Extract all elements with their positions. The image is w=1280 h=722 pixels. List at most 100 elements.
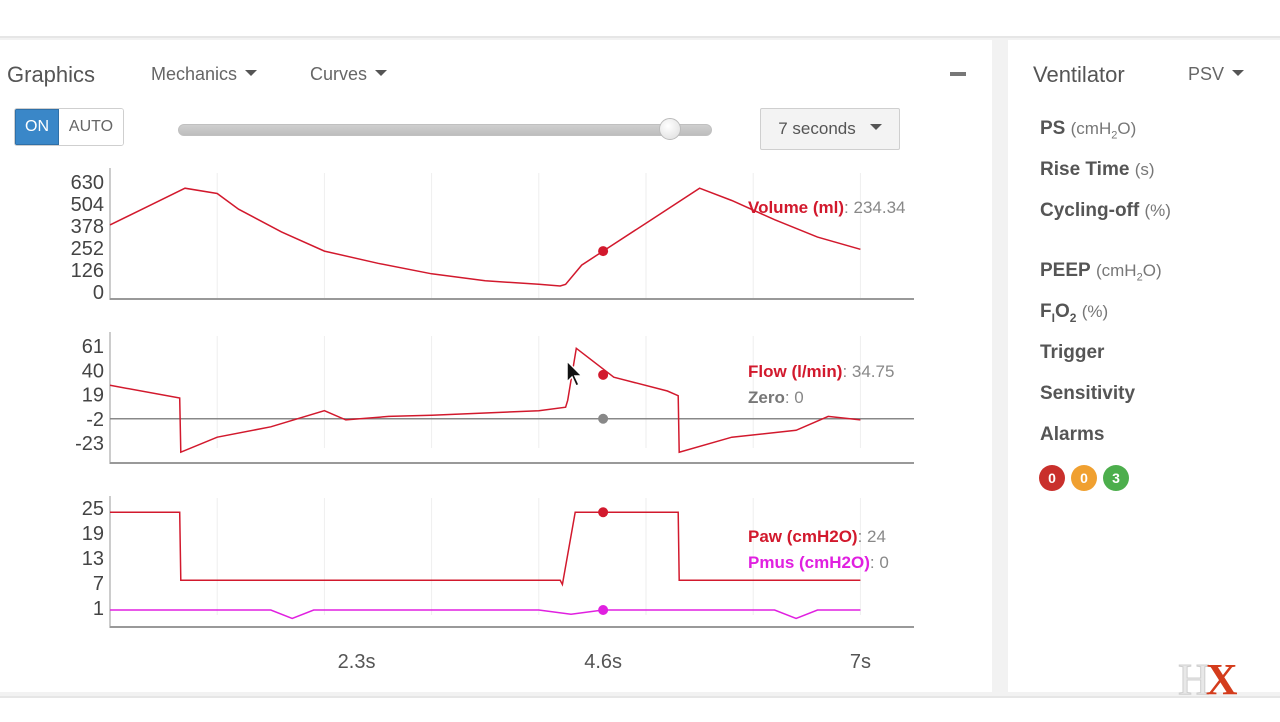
volume-cursor-point bbox=[598, 246, 609, 257]
pressure-chart: 25 19 13 7 1 Paw (cmH2O): 24 Pmus (cmH2O): 0 bbox=[82, 496, 914, 628]
slider-handle[interactable] bbox=[659, 118, 682, 140]
fio2-label: FIO2 bbox=[1040, 301, 1077, 325]
mechanics-dropdown[interactable]: Mechanics bbox=[151, 64, 258, 85]
y-tick-label: 252 bbox=[71, 238, 104, 260]
minimize-icon[interactable] bbox=[950, 72, 966, 76]
volume-readout: Volume (ml): 234.34 bbox=[748, 198, 905, 217]
cycling-off-label: Cycling-off bbox=[1040, 200, 1140, 221]
y-tick-label: 1 bbox=[93, 598, 104, 620]
y-tick-label: 25 bbox=[82, 498, 104, 520]
zero-label: Zero bbox=[748, 388, 785, 407]
cycling-off-setting[interactable]: Cycling-off (%) bbox=[1040, 200, 1171, 222]
pressure-tick-labels: 25 19 13 7 1 bbox=[82, 498, 104, 620]
flow-colon: : bbox=[842, 362, 851, 381]
y-tick-label: -2 bbox=[86, 409, 104, 431]
mode-label: PSV bbox=[1188, 64, 1225, 84]
paw-cursor-point bbox=[598, 507, 609, 518]
seconds-select-value: 7 seconds bbox=[778, 119, 856, 138]
ps-unit: (cmH2O) bbox=[1070, 119, 1137, 142]
paw-series-line bbox=[110, 511, 861, 587]
y-tick-label: 40 bbox=[82, 360, 104, 382]
peep-unit: (cmH2O) bbox=[1095, 261, 1162, 284]
x-tick-label: 7s bbox=[850, 651, 871, 673]
bottom-strip bbox=[0, 696, 1280, 722]
ps-setting[interactable]: PS (cmH2O) bbox=[1040, 118, 1136, 141]
y-tick-label: 61 bbox=[82, 336, 104, 358]
sensitivity-setting[interactable]: Sensitivity bbox=[1040, 383, 1135, 405]
paw-colon: : bbox=[858, 527, 867, 546]
volume-label: Volume (ml) bbox=[748, 198, 844, 217]
rise-time-setting[interactable]: Rise Time (s) bbox=[1040, 159, 1155, 181]
flow-label: Flow (l/min) bbox=[748, 362, 842, 381]
fio2-setting[interactable]: FIO2 (%) bbox=[1040, 301, 1108, 325]
alarm-badge-medium[interactable]: 0 bbox=[1071, 465, 1097, 491]
paw-value: 24 bbox=[867, 527, 886, 546]
top-strip bbox=[0, 0, 1280, 38]
paw-label: Paw (cmH2O) bbox=[748, 527, 858, 546]
time-window-slider[interactable] bbox=[178, 124, 712, 136]
flow-series-line bbox=[109, 346, 861, 454]
pmus-cursor-point bbox=[598, 605, 609, 615]
toggle-on-button[interactable]: ON bbox=[15, 109, 59, 145]
chevron-down-icon bbox=[375, 70, 388, 77]
mouse-pointer-icon bbox=[566, 360, 584, 388]
zero-cursor-point bbox=[598, 413, 609, 424]
y-tick-label: 13 bbox=[82, 548, 104, 570]
x-tick-label: 4.6s bbox=[584, 651, 622, 673]
cycling-off-unit: (%) bbox=[1144, 201, 1171, 220]
curves-dropdown[interactable]: Curves bbox=[310, 64, 388, 85]
flow-cursor-point bbox=[598, 369, 609, 380]
peep-label: PEEP bbox=[1040, 260, 1091, 281]
alarm-badge-high[interactable]: 0 bbox=[1039, 465, 1065, 491]
pmus-series-line bbox=[110, 609, 861, 620]
fio2-unit: (%) bbox=[1081, 302, 1109, 321]
alarm-badge-low[interactable]: 3 bbox=[1103, 465, 1129, 491]
graphics-title: Graphics bbox=[7, 62, 96, 87]
pmus-readout: Pmus (cmH2O): 0 bbox=[748, 553, 889, 572]
time-axis-labels: 2.3s 4.6s 7s bbox=[338, 651, 871, 673]
flow-readout: Flow (l/min): 34.75 bbox=[748, 362, 894, 381]
mechanics-label: Mechanics bbox=[151, 64, 238, 84]
pressure-grid bbox=[216, 498, 861, 615]
curves-label: Curves bbox=[310, 64, 368, 84]
y-tick-label: 630 bbox=[71, 172, 104, 194]
chevron-down-icon bbox=[869, 124, 882, 130]
y-tick-label: 7 bbox=[93, 573, 104, 595]
y-tick-label: 19 bbox=[82, 523, 104, 545]
peep-setting[interactable]: PEEP (cmH2O) bbox=[1040, 260, 1162, 283]
toggle-auto-button[interactable]: AUTO bbox=[59, 109, 123, 145]
y-tick-label: 126 bbox=[71, 260, 104, 282]
mode-dropdown[interactable]: PSV bbox=[1188, 64, 1245, 85]
flow-grid bbox=[216, 336, 861, 448]
x-tick-label: 2.3s bbox=[338, 651, 376, 673]
y-tick-label: 378 bbox=[71, 216, 104, 238]
paw-readout: Paw (cmH2O): 24 bbox=[748, 527, 886, 546]
on-auto-toggle[interactable]: ON AUTO bbox=[14, 108, 124, 146]
trigger-setting[interactable]: Trigger bbox=[1040, 342, 1104, 364]
alarms-section[interactable]: Alarms bbox=[1040, 424, 1104, 446]
volume-colon: : bbox=[844, 198, 853, 217]
chevron-down-icon bbox=[245, 70, 258, 77]
y-tick-label: -23 bbox=[75, 433, 104, 455]
graphics-panel: Graphics Mechanics Curves ON AUTO 7 seco… bbox=[0, 40, 992, 692]
chevron-down-icon bbox=[1232, 70, 1245, 77]
volume-value: 234.34 bbox=[853, 198, 905, 217]
zero-value: 0 bbox=[794, 388, 803, 407]
seconds-select[interactable]: 7 seconds bbox=[760, 108, 900, 150]
sensitivity-label: Sensitivity bbox=[1040, 383, 1136, 404]
volume-series-line bbox=[109, 187, 861, 287]
zero-colon: : bbox=[785, 388, 794, 407]
hx-logo: HX bbox=[1178, 655, 1238, 704]
alarms-label: Alarms bbox=[1040, 424, 1105, 445]
volume-grid bbox=[216, 173, 861, 298]
pmus-value: 0 bbox=[879, 553, 888, 572]
pmus-colon: : bbox=[870, 553, 879, 572]
zero-readout: Zero: 0 bbox=[748, 388, 804, 407]
pmus-label: Pmus (cmH2O) bbox=[748, 553, 870, 572]
ps-label: PS bbox=[1040, 118, 1066, 139]
trigger-label: Trigger bbox=[1040, 342, 1105, 363]
